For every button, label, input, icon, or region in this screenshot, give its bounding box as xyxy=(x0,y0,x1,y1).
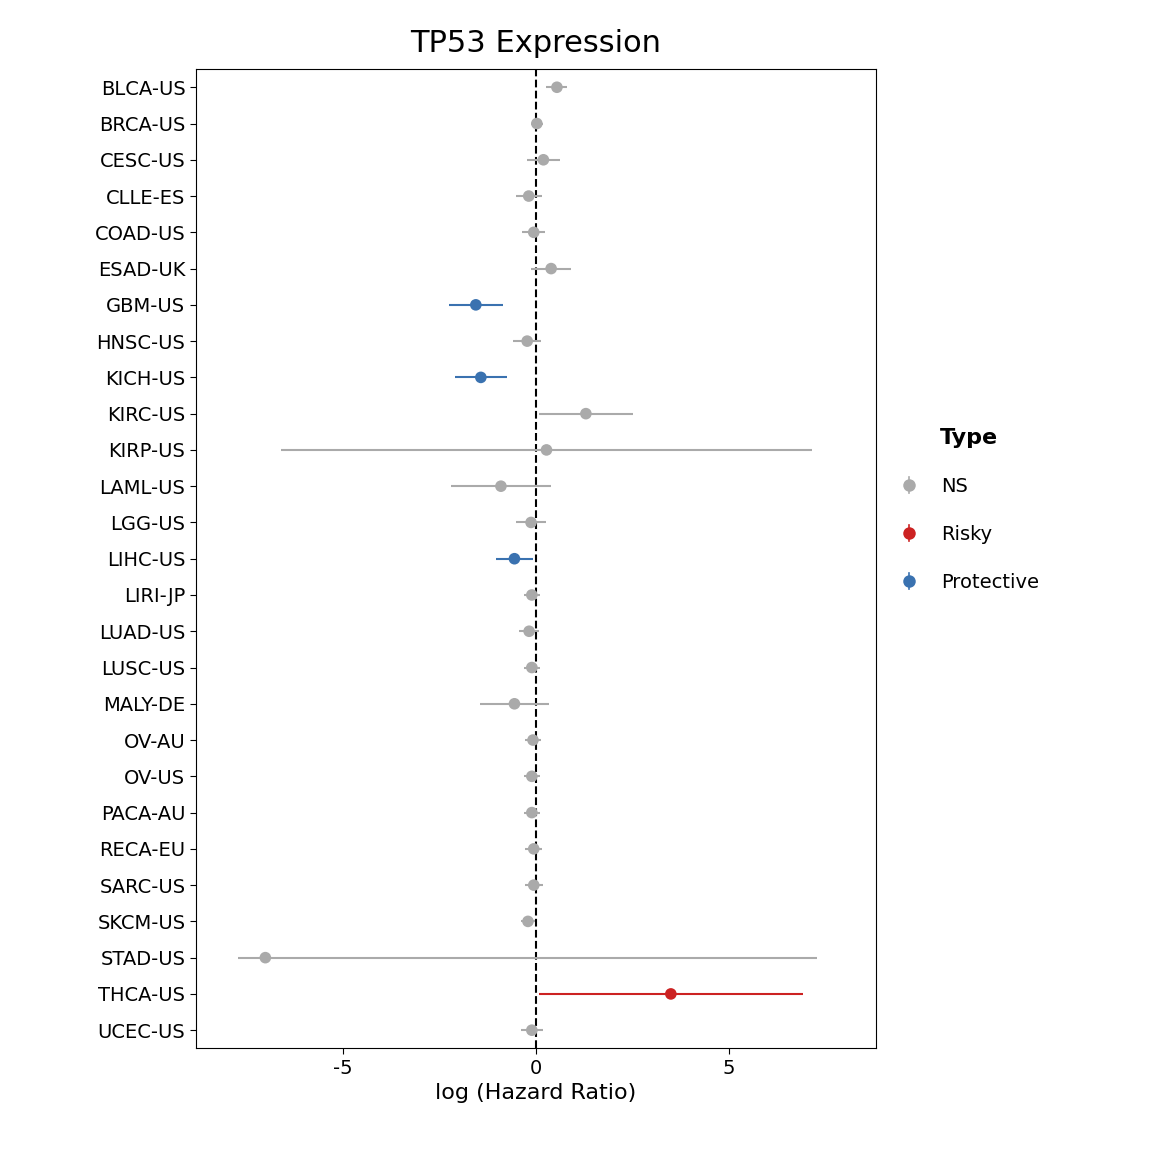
Point xyxy=(524,876,543,894)
Point xyxy=(522,514,540,532)
Point xyxy=(520,187,538,205)
Point xyxy=(577,404,596,423)
Point xyxy=(492,477,510,495)
Point xyxy=(506,695,524,713)
Point xyxy=(523,658,541,676)
Point xyxy=(524,730,543,749)
Point xyxy=(524,223,543,242)
Point xyxy=(523,803,541,821)
Point xyxy=(506,550,524,568)
Point xyxy=(256,948,274,967)
Point xyxy=(524,840,543,858)
Point xyxy=(471,369,490,387)
Point xyxy=(467,296,485,314)
Point xyxy=(520,622,538,641)
Point xyxy=(547,78,566,97)
Point xyxy=(535,151,553,169)
Legend: NS, Risky, Protective: NS, Risky, Protective xyxy=(899,427,1039,592)
Point xyxy=(523,767,541,786)
Point xyxy=(518,332,537,350)
Point xyxy=(537,441,555,460)
Point xyxy=(518,912,537,931)
Point xyxy=(523,585,541,604)
X-axis label: log (Hazard Ratio): log (Hazard Ratio) xyxy=(435,1083,636,1104)
Point xyxy=(523,1021,541,1039)
Point xyxy=(541,259,560,278)
Point xyxy=(528,114,546,132)
Point xyxy=(661,985,680,1003)
Title: TP53 Expression: TP53 Expression xyxy=(410,30,661,59)
